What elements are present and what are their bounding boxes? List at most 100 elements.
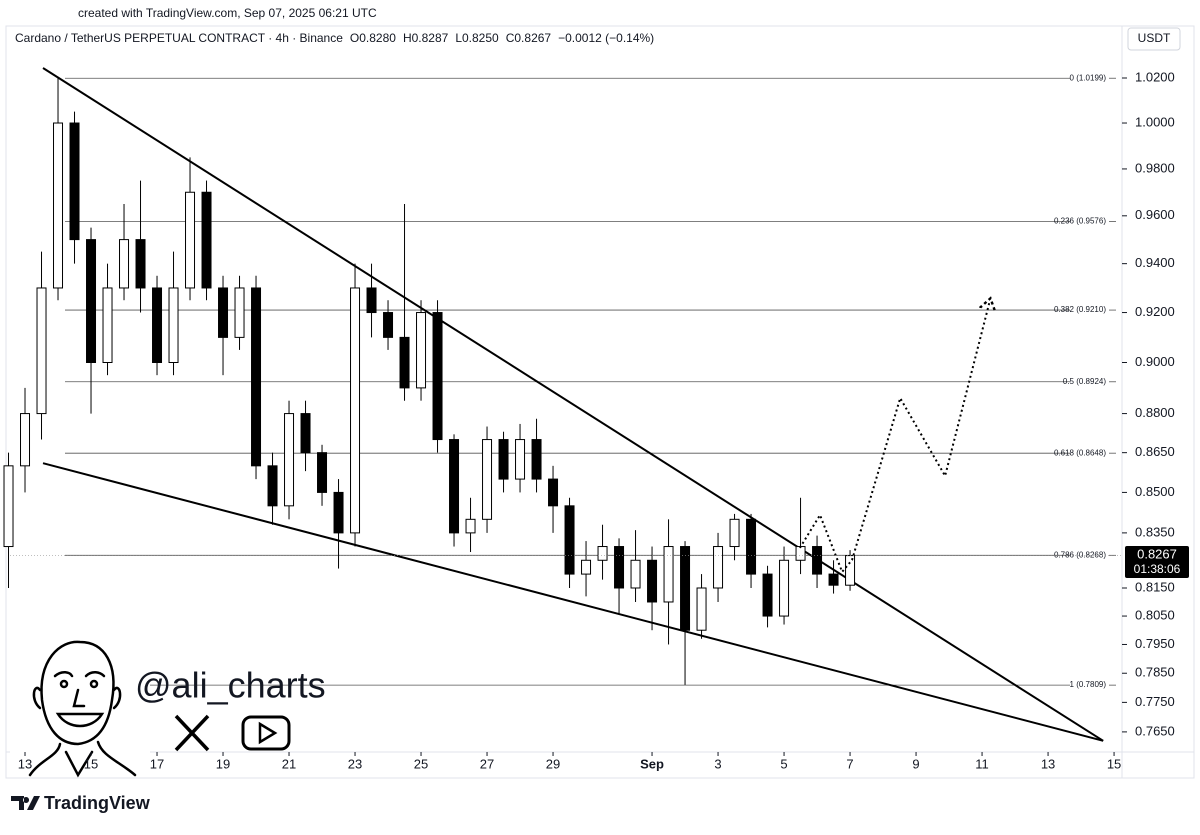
youtube-play: [258, 721, 278, 745]
y-tick-label: 0.8650: [1135, 444, 1175, 459]
candle-body: [135, 239, 146, 289]
fib-label: 0.618 (0.8648): [1054, 448, 1106, 457]
fib-label: 0.5 (0.8924): [1063, 377, 1106, 386]
candle-body: [729, 518, 740, 548]
candle-body: [663, 546, 674, 603]
candle-body: [812, 546, 823, 575]
youtube-icon[interactable]: [241, 715, 291, 751]
candle-body: [713, 546, 724, 589]
candle-body: [399, 336, 410, 389]
wedge-line: [42, 67, 1104, 742]
y-tick-label: 0.8350: [1135, 524, 1175, 539]
x-tick-label: 13: [18, 756, 32, 771]
brand-logo: TradingView: [11, 793, 151, 813]
x-tick-label: 29: [546, 756, 560, 771]
candle-body: [20, 413, 31, 467]
candle-body: [498, 439, 509, 480]
y-tick-label: 0.7750: [1135, 694, 1175, 709]
x-tick-label: Sep: [640, 756, 664, 771]
candle-body: [762, 573, 773, 617]
countdown: 01:38:06: [1134, 562, 1181, 576]
candle-body: [69, 122, 80, 241]
candle-body: [581, 559, 592, 575]
candle-body: [218, 287, 229, 338]
y-tick-label: 0.9800: [1135, 160, 1175, 175]
fib-label: 0 (1.0199): [1070, 73, 1107, 82]
currency-box[interactable]: [1127, 27, 1181, 51]
y-tick-label: 0.9200: [1135, 304, 1175, 319]
x-tick-label: 15: [84, 756, 98, 771]
candle-body: [267, 465, 278, 507]
watermark: created with TradingView.com, Sep 07, 20…: [78, 6, 377, 20]
x-tick-label: 9: [912, 756, 919, 771]
candle-body: [102, 287, 113, 363]
candle-body: [333, 491, 344, 534]
last-price: 0.8267: [1137, 546, 1177, 561]
x-tick-label: 23: [348, 756, 362, 771]
brand: TradingView: [44, 793, 151, 813]
candle-body: [465, 518, 476, 534]
fib-label: 0.382 (0.9210): [1054, 305, 1106, 314]
candle-body: [597, 546, 608, 561]
author-badge: @ali_charts: [10, 630, 326, 778]
candle-body: [680, 546, 691, 631]
x-icon[interactable]: [174, 714, 210, 752]
x-tick-label: 11: [975, 756, 989, 771]
x-tick-label: 27: [480, 756, 494, 771]
candle-body: [630, 559, 641, 589]
y-tick-label: 0.7950: [1135, 636, 1175, 651]
y-tick-label: 0.9000: [1135, 354, 1175, 369]
legend-item: H0.8287: [403, 31, 449, 45]
candle-body: [3, 465, 14, 548]
candle-body: [845, 555, 856, 586]
candle-body: [119, 239, 130, 289]
x-tick-label: 5: [780, 756, 787, 771]
x-tick-label: 17: [150, 756, 164, 771]
candle-body: [614, 546, 625, 589]
candle-body: [168, 287, 179, 363]
y-tick-label: 0.9400: [1135, 255, 1175, 270]
candle-body: [432, 312, 443, 441]
candle-body: [564, 505, 575, 575]
candle-body: [416, 312, 427, 389]
candle-body: [36, 287, 47, 415]
x-tick-label: 7: [846, 756, 853, 771]
y-tick-label: 0.8500: [1135, 484, 1175, 499]
candle-body: [251, 287, 262, 467]
avatar: [28, 640, 137, 778]
y-tick-label: 0.8050: [1135, 607, 1175, 622]
candle-body: [515, 439, 526, 480]
candle-body: [696, 587, 707, 631]
x-tick-label: 3: [714, 756, 721, 771]
candle-body: [185, 191, 196, 289]
x-tick-label: 25: [414, 756, 428, 771]
candle-body: [531, 439, 542, 480]
legend: Cardano / TetherUS PERPETUAL CONTRACT · …: [15, 31, 654, 45]
candle-body: [350, 287, 361, 534]
candle-body: [449, 439, 460, 534]
fib-label: 1 (0.7809): [1070, 680, 1107, 689]
y-tick-label: 1.0000: [1135, 114, 1175, 129]
y-tick-label: 0.8150: [1135, 579, 1175, 594]
x-tick-label: 19: [216, 756, 230, 771]
fib-label: 0.236 (0.9576): [1054, 217, 1106, 226]
y-tick-label: 0.7650: [1135, 723, 1175, 738]
plot: 0 (1.0199) 0.236 (0.9576) 0.382 (0.9210) 0.…: [3, 67, 1122, 742]
projection-path: [799, 300, 990, 574]
legend-item: O0.8280: [350, 31, 396, 45]
x-tick-label: 21: [282, 756, 296, 771]
candle-body: [746, 518, 757, 575]
candle-body: [828, 573, 839, 586]
legend-item: L0.8250: [455, 31, 499, 45]
candle-body: [284, 413, 295, 507]
currency: USDT: [1138, 31, 1171, 45]
candle-body: [53, 122, 64, 289]
last-price-box: [1125, 546, 1189, 578]
candle-body: [482, 439, 493, 520]
avatar-bg: [10, 630, 150, 775]
candle-body: [234, 287, 245, 338]
legend-item: −0.0012 (−0.14%): [558, 31, 654, 45]
y-tick-label: 0.9600: [1135, 207, 1175, 222]
